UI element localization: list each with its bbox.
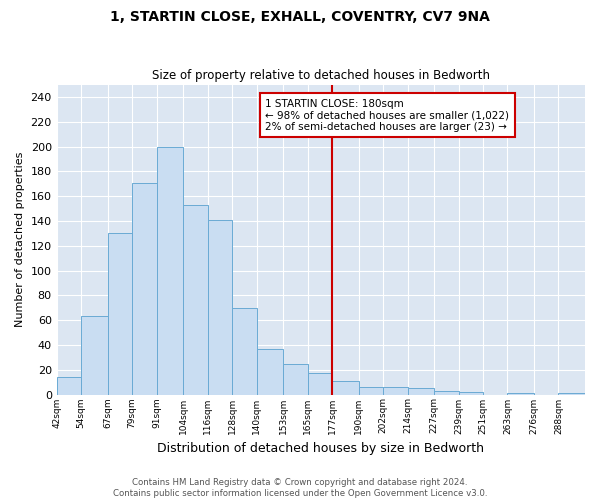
- Text: 1, STARTIN CLOSE, EXHALL, COVENTRY, CV7 9NA: 1, STARTIN CLOSE, EXHALL, COVENTRY, CV7 …: [110, 10, 490, 24]
- Bar: [81, 316, 107, 394]
- Bar: [383, 387, 407, 394]
- Bar: [308, 374, 332, 394]
- Bar: [107, 234, 132, 394]
- X-axis label: Distribution of detached houses by size in Bedworth: Distribution of detached houses by size …: [157, 442, 484, 455]
- Text: 1 STARTIN CLOSE: 180sqm
← 98% of detached houses are smaller (1,022)
2% of semi-: 1 STARTIN CLOSE: 180sqm ← 98% of detache…: [265, 98, 509, 132]
- Bar: [183, 205, 208, 394]
- Bar: [232, 308, 257, 394]
- Title: Size of property relative to detached houses in Bedworth: Size of property relative to detached ho…: [152, 69, 490, 82]
- Bar: [132, 182, 157, 394]
- Bar: [407, 388, 434, 394]
- Bar: [208, 220, 232, 394]
- Y-axis label: Number of detached properties: Number of detached properties: [15, 152, 25, 327]
- Bar: [434, 391, 458, 394]
- Bar: [157, 146, 183, 394]
- Bar: [257, 348, 283, 395]
- Bar: [283, 364, 308, 394]
- Bar: [359, 387, 383, 394]
- Text: Contains HM Land Registry data © Crown copyright and database right 2024.
Contai: Contains HM Land Registry data © Crown c…: [113, 478, 487, 498]
- Bar: [332, 381, 359, 394]
- Bar: [56, 377, 81, 394]
- Bar: [458, 392, 483, 394]
